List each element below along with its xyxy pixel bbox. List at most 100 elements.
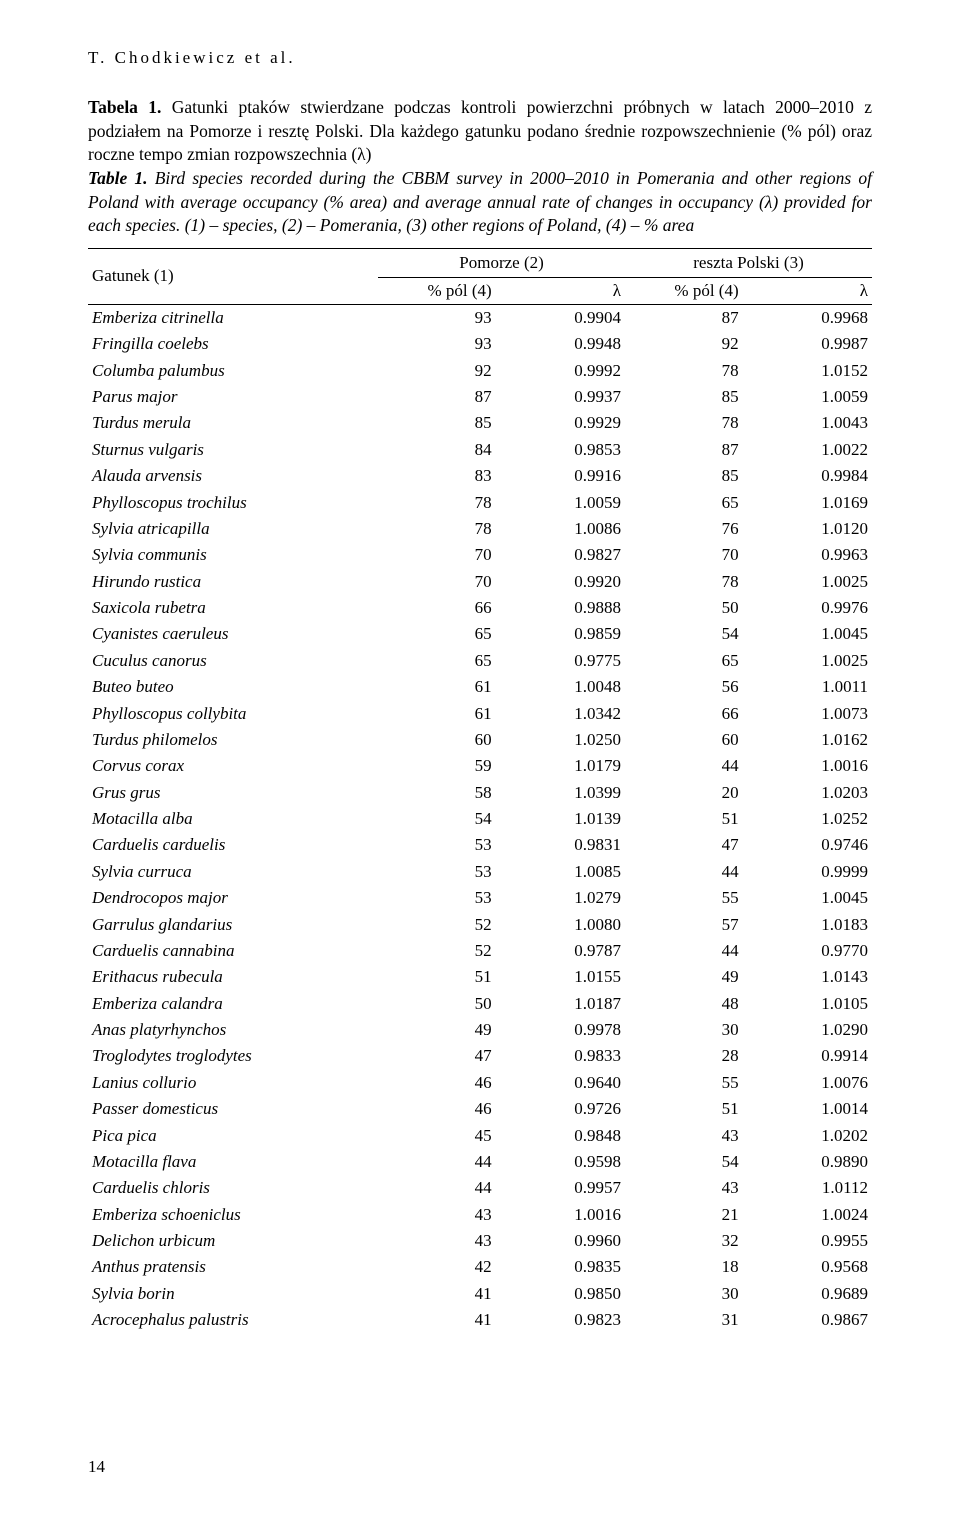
cell-lambda-1: 0.9787	[496, 938, 625, 964]
page: T. Chodkiewicz et al. Tabela 1. Gatunki …	[0, 0, 960, 1513]
cell-lambda-1: 1.0059	[496, 489, 625, 515]
cell-pct-1: 61	[378, 700, 496, 726]
cell-pct-1: 52	[378, 911, 496, 937]
cell-lambda-2: 1.0073	[743, 700, 872, 726]
cell-lambda-1: 0.9823	[496, 1307, 625, 1333]
cell-pct-1: 85	[378, 410, 496, 436]
cell-species: Acrocephalus palustris	[88, 1307, 378, 1333]
table-row: Emberiza calandra501.0187481.0105	[88, 991, 872, 1017]
table-row: Buteo buteo611.0048561.0011	[88, 674, 872, 700]
cell-pct-2: 30	[625, 1281, 743, 1307]
cell-lambda-1: 0.9833	[496, 1043, 625, 1069]
table-row: Sylvia atricapilla781.0086761.0120	[88, 516, 872, 542]
cell-lambda-1: 0.9831	[496, 832, 625, 858]
table-row: Anas platyrhynchos490.9978301.0290	[88, 1017, 872, 1043]
cell-lambda-2: 0.9987	[743, 331, 872, 357]
cell-species: Carduelis cannabina	[88, 938, 378, 964]
cell-lambda-2: 1.0252	[743, 806, 872, 832]
table-row: Acrocephalus palustris410.9823310.9867	[88, 1307, 872, 1333]
cell-lambda-1: 1.0080	[496, 911, 625, 937]
page-number: 14	[88, 1457, 105, 1477]
cell-pct-2: 43	[625, 1175, 743, 1201]
cell-species: Sylvia curruca	[88, 859, 378, 885]
cell-pct-2: 60	[625, 727, 743, 753]
table-row: Passer domesticus460.9726511.0014	[88, 1096, 872, 1122]
cell-lambda-2: 0.9770	[743, 938, 872, 964]
table-row: Delichon urbicum430.9960320.9955	[88, 1228, 872, 1254]
table-row: Phylloscopus collybita611.0342661.0073	[88, 700, 872, 726]
cell-pct-2: 65	[625, 489, 743, 515]
table-caption: Tabela 1. Gatunki ptaków stwierdzane pod…	[88, 96, 872, 238]
cell-lambda-2: 0.9976	[743, 595, 872, 621]
cell-lambda-2: 0.9890	[743, 1149, 872, 1175]
cell-lambda-2: 0.9984	[743, 463, 872, 489]
cell-species: Pica pica	[88, 1122, 378, 1148]
cell-lambda-2: 1.0202	[743, 1122, 872, 1148]
cell-lambda-1: 0.9835	[496, 1254, 625, 1280]
cell-lambda-2: 0.9867	[743, 1307, 872, 1333]
col-lambda-1: λ	[496, 277, 625, 304]
cell-pct-1: 58	[378, 780, 496, 806]
cell-pct-1: 51	[378, 964, 496, 990]
cell-pct-1: 70	[378, 542, 496, 568]
cell-lambda-2: 1.0024	[743, 1202, 872, 1228]
cell-lambda-2: 1.0014	[743, 1096, 872, 1122]
cell-lambda-1: 1.0279	[496, 885, 625, 911]
cell-lambda-2: 0.9963	[743, 542, 872, 568]
table-row: Emberiza citrinella930.9904870.9968	[88, 304, 872, 331]
cell-lambda-2: 1.0011	[743, 674, 872, 700]
table-row: Dendrocopos major531.0279551.0045	[88, 885, 872, 911]
col-pct-1: % pól (4)	[378, 277, 496, 304]
cell-pct-1: 60	[378, 727, 496, 753]
cell-species: Erithacus rubecula	[88, 964, 378, 990]
cell-lambda-1: 0.9848	[496, 1122, 625, 1148]
table-row: Carduelis chloris440.9957431.0112	[88, 1175, 872, 1201]
cell-species: Sturnus vulgaris	[88, 437, 378, 463]
cell-lambda-1: 0.9775	[496, 648, 625, 674]
cell-lambda-1: 0.9920	[496, 569, 625, 595]
cell-species: Emberiza calandra	[88, 991, 378, 1017]
cell-pct-1: 53	[378, 885, 496, 911]
table-row: Carduelis cannabina520.9787440.9770	[88, 938, 872, 964]
cell-lambda-1: 1.0179	[496, 753, 625, 779]
cell-species: Motacilla alba	[88, 806, 378, 832]
cell-species: Emberiza citrinella	[88, 304, 378, 331]
running-head: T. Chodkiewicz et al.	[88, 48, 872, 68]
cell-lambda-1: 1.0187	[496, 991, 625, 1017]
cell-pct-2: 21	[625, 1202, 743, 1228]
cell-lambda-1: 0.9726	[496, 1096, 625, 1122]
cell-pct-1: 44	[378, 1149, 496, 1175]
cell-species: Buteo buteo	[88, 674, 378, 700]
table-row: Sturnus vulgaris840.9853871.0022	[88, 437, 872, 463]
cell-pct-1: 52	[378, 938, 496, 964]
cell-pct-1: 47	[378, 1043, 496, 1069]
cell-pct-2: 78	[625, 410, 743, 436]
cell-pct-1: 43	[378, 1228, 496, 1254]
cell-pct-1: 78	[378, 489, 496, 515]
table-row: Parus major870.9937851.0059	[88, 384, 872, 410]
cell-lambda-2: 0.9746	[743, 832, 872, 858]
table-label-en: Table 1.	[88, 168, 148, 188]
cell-lambda-2: 1.0203	[743, 780, 872, 806]
table-row: Troglodytes troglodytes470.9833280.9914	[88, 1043, 872, 1069]
cell-lambda-1: 0.9948	[496, 331, 625, 357]
cell-lambda-1: 0.9888	[496, 595, 625, 621]
cell-lambda-2: 1.0076	[743, 1070, 872, 1096]
cell-pct-2: 54	[625, 621, 743, 647]
cell-pct-2: 57	[625, 911, 743, 937]
cell-pct-2: 87	[625, 304, 743, 331]
cell-lambda-2: 1.0120	[743, 516, 872, 542]
cell-pct-1: 45	[378, 1122, 496, 1148]
cell-lambda-1: 0.9853	[496, 437, 625, 463]
cell-species: Troglodytes troglodytes	[88, 1043, 378, 1069]
cell-lambda-1: 0.9929	[496, 410, 625, 436]
cell-species: Sylvia communis	[88, 542, 378, 568]
cell-lambda-1: 0.9904	[496, 304, 625, 331]
cell-lambda-1: 1.0155	[496, 964, 625, 990]
cell-lambda-2: 1.0025	[743, 648, 872, 674]
cell-lambda-1: 1.0085	[496, 859, 625, 885]
table-row: Corvus corax591.0179441.0016	[88, 753, 872, 779]
cell-lambda-1: 0.9827	[496, 542, 625, 568]
cell-species: Saxicola rubetra	[88, 595, 378, 621]
cell-pct-1: 59	[378, 753, 496, 779]
